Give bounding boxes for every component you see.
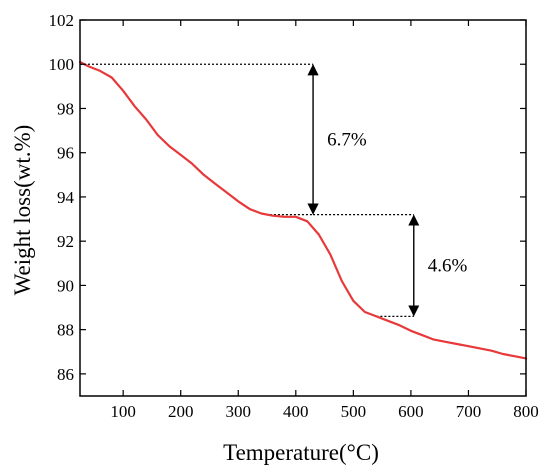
weight-loss-curve — [78, 60, 528, 360]
y-tick-label: 96 — [57, 144, 74, 163]
x-tick-label: 400 — [283, 402, 309, 421]
x-tick-label: 200 — [168, 402, 194, 421]
x-tick-label: 600 — [398, 402, 424, 421]
plot-frame — [79, 19, 527, 397]
y-tick-label: 88 — [57, 321, 74, 340]
y-tick-label: 86 — [57, 365, 74, 384]
y-tick-label: 92 — [57, 232, 74, 251]
annotation-label: 6.7% — [327, 129, 367, 150]
y-tick-label: 98 — [57, 99, 74, 118]
y-tick-label: 100 — [49, 55, 75, 74]
y-tick-label: 102 — [49, 11, 75, 30]
x-tick-label: 700 — [456, 402, 482, 421]
x-tick-label: 300 — [226, 402, 252, 421]
y-tick-label: 90 — [57, 276, 74, 295]
axes-layer: 100 200 300 400 500 600 700 800 86 88 90 92 94 96 98 10… — [49, 11, 539, 421]
x-tick-label: 100 — [110, 402, 136, 421]
x-axis-label: Temperature(°C) — [223, 440, 379, 465]
annotation-layer: 6.7% 4.6% — [80, 63, 468, 318]
y-axis-label: Weight loss(wt.%) — [10, 125, 35, 296]
series-layer — [78, 60, 528, 360]
x-tick-label: 500 — [341, 402, 367, 421]
y-tick-label: 94 — [57, 188, 75, 207]
x-tick-label: 800 — [513, 402, 539, 421]
annotation-label: 4.6% — [428, 256, 468, 277]
